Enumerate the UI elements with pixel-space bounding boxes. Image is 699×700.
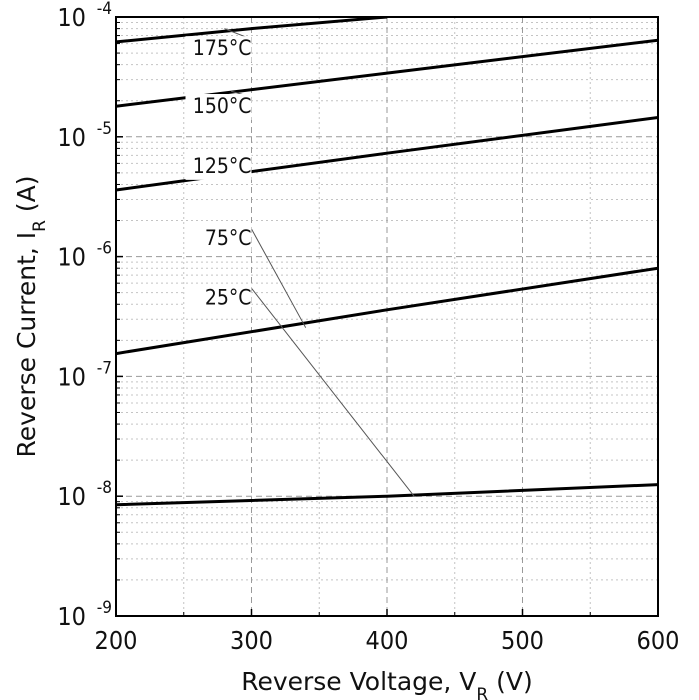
curve-label: 175°C [193, 36, 252, 60]
y-tick-label: 10 -7 [57, 358, 112, 391]
y-tick-label: 10 -6 [57, 239, 112, 272]
x-axis-title: Reverse Voltage, VR (V) [241, 667, 533, 700]
leader-line [251, 287, 415, 497]
curve-labels: 175°C 150°C 125°C 75°C 25°C [185, 36, 252, 312]
y-tick-label: 10 -5 [57, 119, 112, 152]
curve-label: 25°C [205, 285, 252, 309]
x-axis-title-tail: (V) [488, 667, 533, 696]
x-tick-label: 400 [366, 626, 409, 655]
x-axis-title-sub: R [476, 685, 488, 700]
y-axis-title: Reverse Current, IR (A) [12, 176, 50, 458]
curve-label: 150°C [193, 94, 252, 118]
curve-label-bg [185, 36, 252, 63]
y-axis-title-main: Reverse Current, I [12, 232, 41, 458]
x-tick-label: 500 [501, 626, 544, 655]
series-line-25c [116, 483, 658, 507]
curve-label-bg [185, 225, 252, 252]
series-line-175c [116, 17, 388, 44]
x-tick-labels: 200 300 400 500 600 [95, 626, 680, 655]
curve-label-bg [185, 285, 252, 312]
y-tick-label: 10 -9 [57, 598, 112, 631]
series-line-75c [116, 266, 658, 356]
series-layer [116, 17, 658, 507]
y-tick-label: 10 -8 [57, 478, 112, 511]
x-tick-label: 200 [95, 626, 138, 655]
leader-line [251, 228, 307, 328]
y-axis-title-sub: R [30, 220, 50, 232]
curve-label-bg [185, 94, 252, 121]
curve-label: 75°C [205, 226, 252, 250]
y-tick-label: 10 -4 [57, 0, 112, 32]
axis-ticks [115, 16, 659, 617]
curve-label-bg [185, 153, 252, 180]
y-axis-title-tail: (A) [12, 176, 41, 221]
curve-label: 125°C [193, 154, 252, 178]
major-grid [116, 17, 658, 616]
x-tick-label: 600 [637, 626, 680, 655]
x-tick-label: 300 [230, 626, 273, 655]
y-tick-labels: 10-9 10-8 10-7 10-6 10-5 10-4 [57, 0, 112, 631]
x-axis-title-main: Reverse Voltage, V [241, 667, 476, 696]
